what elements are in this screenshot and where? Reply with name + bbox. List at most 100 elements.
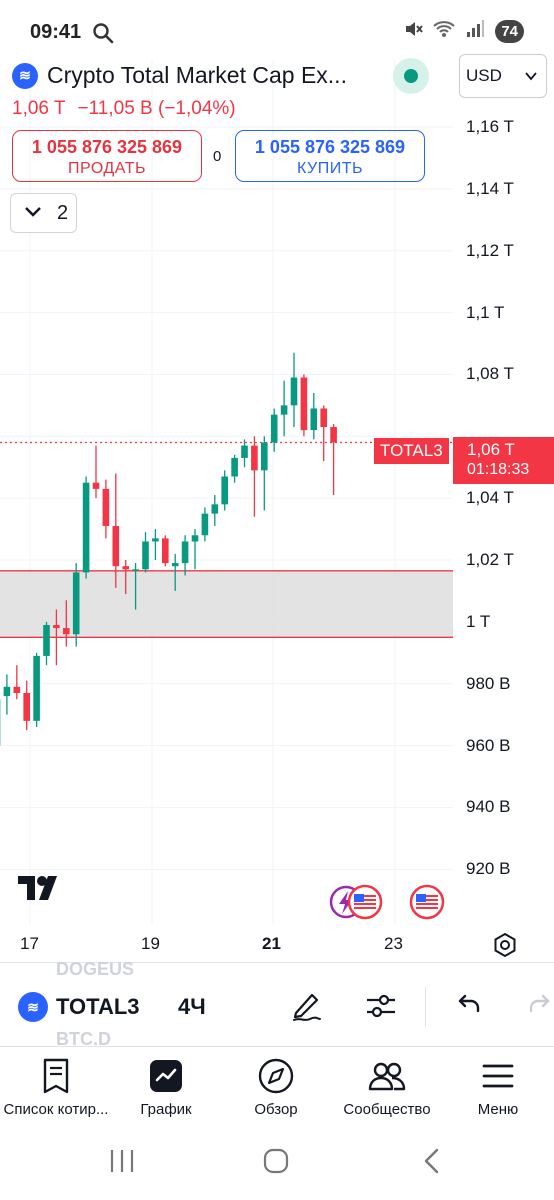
current-price: 1,06 T: [12, 98, 66, 119]
price-tick-label: 1,04 T: [466, 488, 514, 508]
candle-body: [241, 445, 248, 458]
candle-body: [211, 504, 219, 514]
time-tick-label: 21: [262, 934, 281, 953]
indicators-count: 2: [57, 201, 69, 224]
time-tick-label: 19: [141, 934, 160, 953]
nav-label: Меню: [477, 1101, 519, 1118]
sell-button[interactable]: 1 055 876 325 869 ПРОДАТЬ: [12, 130, 202, 182]
chart-icon: [106, 1057, 226, 1095]
support-zone: [0, 570, 453, 638]
nav-watchlist[interactable]: Список котир...: [0, 1057, 116, 1118]
candle-body: [300, 377, 308, 431]
candle-body: [102, 488, 110, 526]
timeframe-button[interactable]: 4Ч: [178, 994, 206, 1019]
candle-body: [320, 408, 327, 428]
nav-label: Сообщество: [343, 1101, 431, 1118]
symbol-row[interactable]: ≋ Crypto Total Market Cap Ex...: [12, 62, 452, 89]
redo-icon[interactable]: [529, 989, 554, 1028]
nav-chart[interactable]: График: [106, 1057, 226, 1118]
status-icons: 74: [403, 19, 524, 44]
wifi-icon: [433, 19, 455, 44]
nav-label: График: [140, 1101, 192, 1118]
back-icon[interactable]: [420, 1148, 444, 1179]
price-tick-label: 1,08 T: [466, 364, 514, 384]
market-open-dot-icon: [404, 69, 418, 83]
price-tick-label: 1,12 T: [466, 240, 514, 260]
time-tick-label: 23: [384, 934, 403, 953]
buy-price: 1 055 876 325 869: [254, 137, 406, 157]
nav-menu[interactable]: Меню: [438, 1057, 554, 1118]
price-tick-label: 980 B: [466, 673, 511, 693]
bar-countdown: 01:18:33: [467, 461, 530, 478]
price-change: 1,06 T −11,05 B (−1,04%): [12, 98, 236, 120]
us-events-flag-icon[interactable]: [409, 884, 445, 925]
candle-body: [270, 414, 278, 443]
events-flash-icon[interactable]: [329, 884, 383, 925]
candle-body: [181, 541, 189, 564]
chevron-down-icon: [23, 202, 43, 225]
candle-body: [231, 457, 238, 477]
price-tick-label: 1,02 T: [466, 550, 514, 570]
undo-icon[interactable]: [454, 989, 482, 1028]
candle-body: [191, 535, 199, 542]
candle-body: [171, 563, 179, 567]
toolbar-divider: [425, 987, 426, 1027]
candle-body: [280, 405, 288, 415]
nav-label: Обзор: [254, 1101, 298, 1118]
pencil-icon[interactable]: [290, 989, 324, 1028]
nav-label: Список котир...: [3, 1101, 109, 1118]
candle-body: [112, 525, 120, 567]
candle-body: [122, 566, 129, 570]
buy-label: КУПИТЬ: [297, 160, 363, 177]
candle-body: [132, 569, 139, 571]
candle-body: [261, 442, 268, 471]
recent-apps-icon[interactable]: [108, 1148, 136, 1179]
sliders-icon[interactable]: [364, 989, 398, 1028]
buy-button[interactable]: 1 055 876 325 869 КУПИТЬ: [235, 130, 425, 182]
nav-community[interactable]: Сообщество: [327, 1057, 447, 1118]
candle-body: [201, 513, 209, 536]
nav-overview[interactable]: Обзор: [216, 1057, 336, 1118]
sell-price: 1 055 876 325 869: [31, 137, 183, 157]
last-price-value: 1,06 T: [467, 440, 515, 459]
spread-value: 0: [213, 148, 222, 165]
crypto-logo-icon: ≋: [18, 992, 48, 1022]
candle-body: [13, 686, 21, 694]
candle-body: [33, 655, 40, 721]
symbol-title[interactable]: Crypto Total Market Cap Ex...: [47, 62, 347, 88]
market-status-indicator[interactable]: [393, 58, 429, 94]
crypto-logo-icon: ≋: [12, 62, 38, 89]
chart-area[interactable]: 1,16 T 1,14 T 1,12 T 1,1 T 1,08 T 1,04 T 1,02 …: [0, 0, 554, 960]
compass-icon: [216, 1057, 336, 1095]
symbol-price-tag: TOTAL3: [374, 438, 449, 464]
candle-body: [3, 686, 11, 697]
bottom-navigation: Список котир... График Обзор Сообщество …: [0, 1046, 554, 1130]
toolbar-symbol[interactable]: TOTAL3: [56, 994, 140, 1019]
price-tick-label: 1 T: [466, 611, 491, 631]
last-price-label: 1,06 T 01:18:33: [453, 437, 554, 484]
system-navigation-bar: [0, 1130, 554, 1200]
candlestick-chart[interactable]: [0, 0, 554, 960]
candle-body: [152, 538, 159, 542]
chart-settings-icon[interactable]: [492, 932, 518, 963]
home-icon[interactable]: [262, 1148, 290, 1179]
indicators-toggle-button[interactable]: 2: [10, 193, 77, 233]
mute-icon: [403, 19, 424, 44]
currency-select[interactable]: USD: [459, 54, 547, 98]
menu-icon: [438, 1057, 554, 1095]
price-tick-label: 1,1 T: [466, 302, 505, 322]
chevron-down-icon: [524, 68, 538, 88]
tradingview-logo-icon[interactable]: [18, 874, 66, 907]
sell-label: ПРОДАТЬ: [68, 160, 146, 177]
search-icon: [92, 22, 114, 49]
candle-body: [221, 476, 228, 505]
candle-body: [43, 624, 50, 656]
candle-body: [82, 482, 90, 573]
candle-body: [162, 538, 169, 564]
candle-body: [53, 624, 60, 629]
price-tick-label: 940 B: [466, 797, 511, 817]
battery-badge: 74: [495, 20, 524, 43]
candle-body: [92, 482, 100, 489]
status-bar: 09:41 74: [0, 0, 554, 64]
chart-toolbar: DOGEUS BTC.D ≋ TOTAL3 4Ч: [0, 959, 554, 1049]
